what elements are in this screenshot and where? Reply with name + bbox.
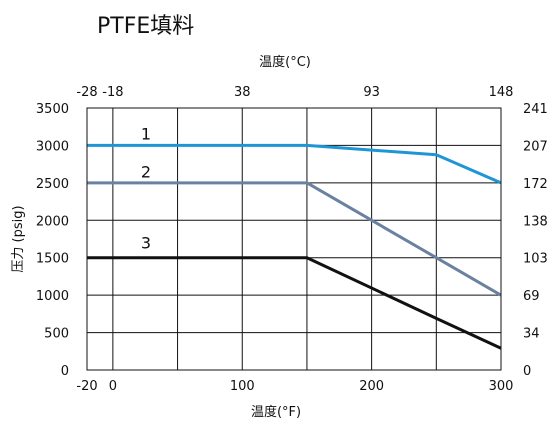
series-label: 1 — [141, 124, 151, 143]
series-line-1 — [87, 143, 502, 185]
x-tick-label: 100 — [230, 379, 255, 394]
tick-labels: 0500100015002000250030003500034691031381… — [36, 85, 548, 394]
plot-frame — [86, 107, 502, 371]
x-tick-label: 200 — [359, 379, 384, 394]
y-tick-label: 500 — [44, 327, 69, 342]
y-tick-label: 1500 — [36, 252, 69, 267]
right-tick-label: 103 — [523, 252, 548, 267]
right-tick-label: 207 — [523, 139, 548, 154]
y-axis-label: 压力 (psig) — [11, 205, 26, 272]
y-tick-label: 2000 — [36, 214, 69, 229]
series-lines — [87, 143, 502, 350]
series-line-2 — [87, 181, 502, 297]
series-label: 3 — [141, 234, 151, 253]
right-tick-label: 69 — [523, 289, 540, 304]
y-tick-label: 2500 — [36, 177, 69, 192]
top-tick-label: -18 — [102, 85, 123, 100]
right-tick-label: 241 — [523, 102, 548, 117]
series-line-3 — [87, 256, 502, 350]
right-tick-label: 138 — [523, 214, 548, 229]
y-tick-label: 3000 — [36, 139, 69, 154]
top-tick-label: -28 — [76, 85, 97, 100]
chart-title: PTFE填料 — [97, 14, 194, 39]
y-tick-label: 0 — [61, 364, 69, 379]
right-tick-label: 172 — [523, 177, 548, 192]
y-tick-label: 3500 — [36, 102, 69, 117]
series-label: 2 — [141, 163, 151, 182]
top-axis-label: 温度(°C) — [259, 54, 311, 70]
top-tick-label: 38 — [234, 85, 251, 100]
y-tick-label: 1000 — [36, 289, 69, 304]
x-axis-label: 温度(°F) — [251, 404, 301, 420]
right-tick-label: 34 — [523, 327, 540, 342]
top-tick-label: 148 — [489, 85, 514, 100]
right-tick-label: 0 — [523, 364, 531, 379]
x-tick-label: 0 — [109, 379, 117, 394]
x-tick-label: 300 — [489, 379, 514, 394]
x-tick-label: -20 — [76, 379, 97, 394]
top-tick-label: 93 — [363, 85, 380, 100]
series-labels: 1 2 3 — [141, 124, 151, 252]
